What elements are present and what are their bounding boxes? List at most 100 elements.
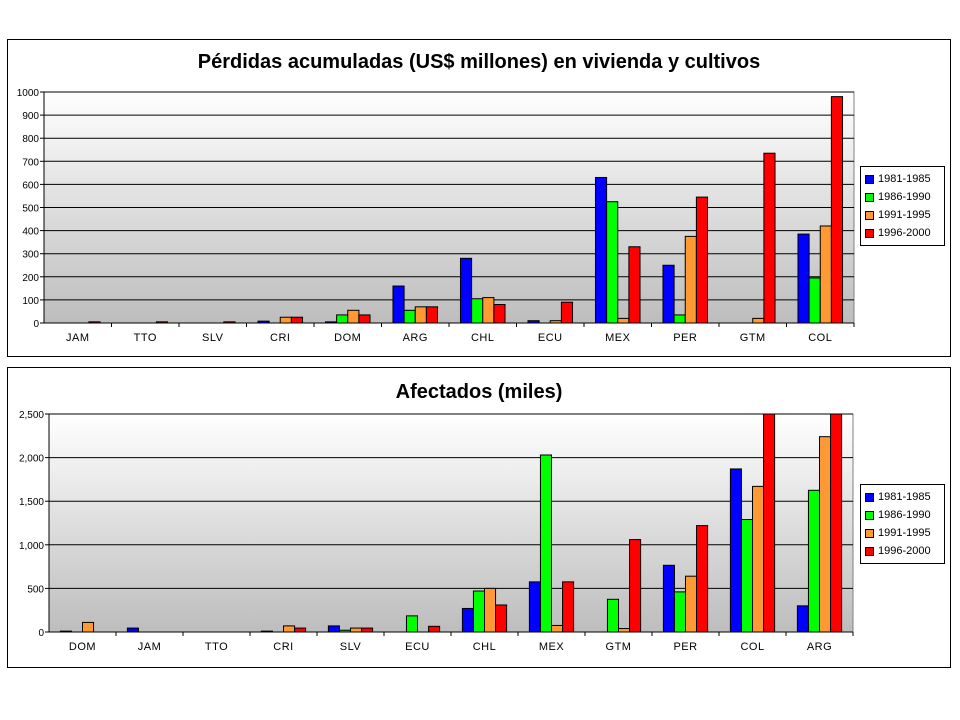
bar [471,298,484,324]
bar [358,314,371,324]
y-tick-label: 600 [22,180,39,191]
legend-label: 1986-1990 [878,509,931,521]
bar [695,196,709,324]
bar [830,96,844,324]
bar [294,627,307,633]
bar [528,581,541,633]
x-tick-label: PER [673,641,697,653]
bar [350,627,363,633]
bar [279,316,292,324]
bar [336,314,349,324]
x-tick-label: CRI [273,641,293,653]
bar [696,525,709,633]
bar [493,304,506,324]
x-tick-label: SLV [340,641,362,653]
bar [527,320,540,324]
bar [684,235,697,324]
bar [425,306,439,324]
legend: 1981-1985 1986-1990 1991-1995 1996-2000 [860,484,945,564]
bar [392,285,405,324]
legend-swatch [865,192,874,202]
bar [763,152,776,324]
x-tick-label: COL [740,641,764,653]
bar [290,316,304,324]
chart-title: Afectados (miles) [395,381,563,403]
bar [662,564,675,633]
y-tick-label: 300 [22,250,39,261]
bar [740,519,754,633]
bar [617,317,630,324]
y-tick-label: 800 [22,134,39,145]
bar [428,625,441,633]
y-tick-label: 2,500 [19,410,44,421]
legend-label: 1986-1990 [878,191,931,203]
x-tick-label: GTM [606,641,632,653]
bar [606,201,619,324]
legend: 1981-1985 1986-1990 1991-1995 1996-2000 [860,166,945,246]
y-tick-label: 400 [22,227,39,238]
y-tick-label: 500 [27,584,44,595]
bar [819,436,832,633]
bar [551,624,564,633]
bar [324,321,338,324]
x-tick-label: ARG [807,641,832,653]
y-tick-label: 100 [22,296,39,307]
chart-losses-plot: 0 100 200 300 400 500 600 700 800 900 1000 JAM TTO SL… [17,88,855,344]
legend-swatch [865,510,874,520]
y-tick-label: 2,000 [19,454,44,465]
bar [405,615,419,633]
x-tick-label: COL [808,332,832,344]
chart-title: Pérdidas acumuladas (US$ millones) en vi… [197,51,761,73]
bar [807,489,821,633]
x-tick-label: ARG [403,332,428,344]
bar [673,314,686,324]
bar [562,581,575,633]
chart-affected-plot: 0 500 1,000 1,500 2,000 2,500 DOM JAM TTO CRI SLV E… [19,410,854,653]
x-tick-label: ECU [538,332,563,344]
bar [459,257,473,324]
bar [361,627,374,633]
bar [414,306,427,324]
x-tick-label: CHL [471,332,495,344]
bar [338,629,352,633]
bar [819,225,832,324]
x-tick-label: JAM [66,332,90,344]
y-tick-label: 700 [22,157,39,168]
y-tick-label: 1,000 [19,541,44,552]
legend-item: 1996-2000 [865,224,940,242]
bar [283,625,296,633]
legend-item: 1981-1985 [865,488,940,506]
legend-item: 1991-1995 [865,206,940,224]
bar [549,320,562,324]
chart-affected: Afectados (miles) 0 500 1,000 1,500 2,000 2,5… [7,367,951,668]
bar [808,277,821,324]
bar [484,587,497,633]
legend-label: 1981-1985 [878,173,931,185]
x-tick-label: GTM [740,332,766,344]
x-tick-label: CRI [270,332,290,344]
bar [752,485,765,633]
x-tick-label: MEX [539,641,565,653]
x-tick-label: TTO [205,641,228,653]
bar [673,591,687,633]
bar [88,321,101,324]
bar [560,301,574,324]
bar [472,590,486,633]
bar [327,625,340,633]
bar [126,627,139,633]
x-tick-label: PER [673,332,697,344]
bar [830,413,843,633]
legend-item: 1996-2000 [865,542,940,560]
legend-label: 1991-1995 [878,527,931,539]
legend-swatch [865,546,874,556]
legend-swatch [865,210,874,220]
bar [797,233,810,324]
legend-swatch [865,174,874,184]
bar [539,454,553,633]
x-tick-label: TTO [134,332,157,344]
bar [618,628,631,633]
bar [752,317,765,324]
legend-label: 1996-2000 [878,227,931,239]
bar [461,607,474,633]
legend-item: 1986-1990 [865,506,940,524]
